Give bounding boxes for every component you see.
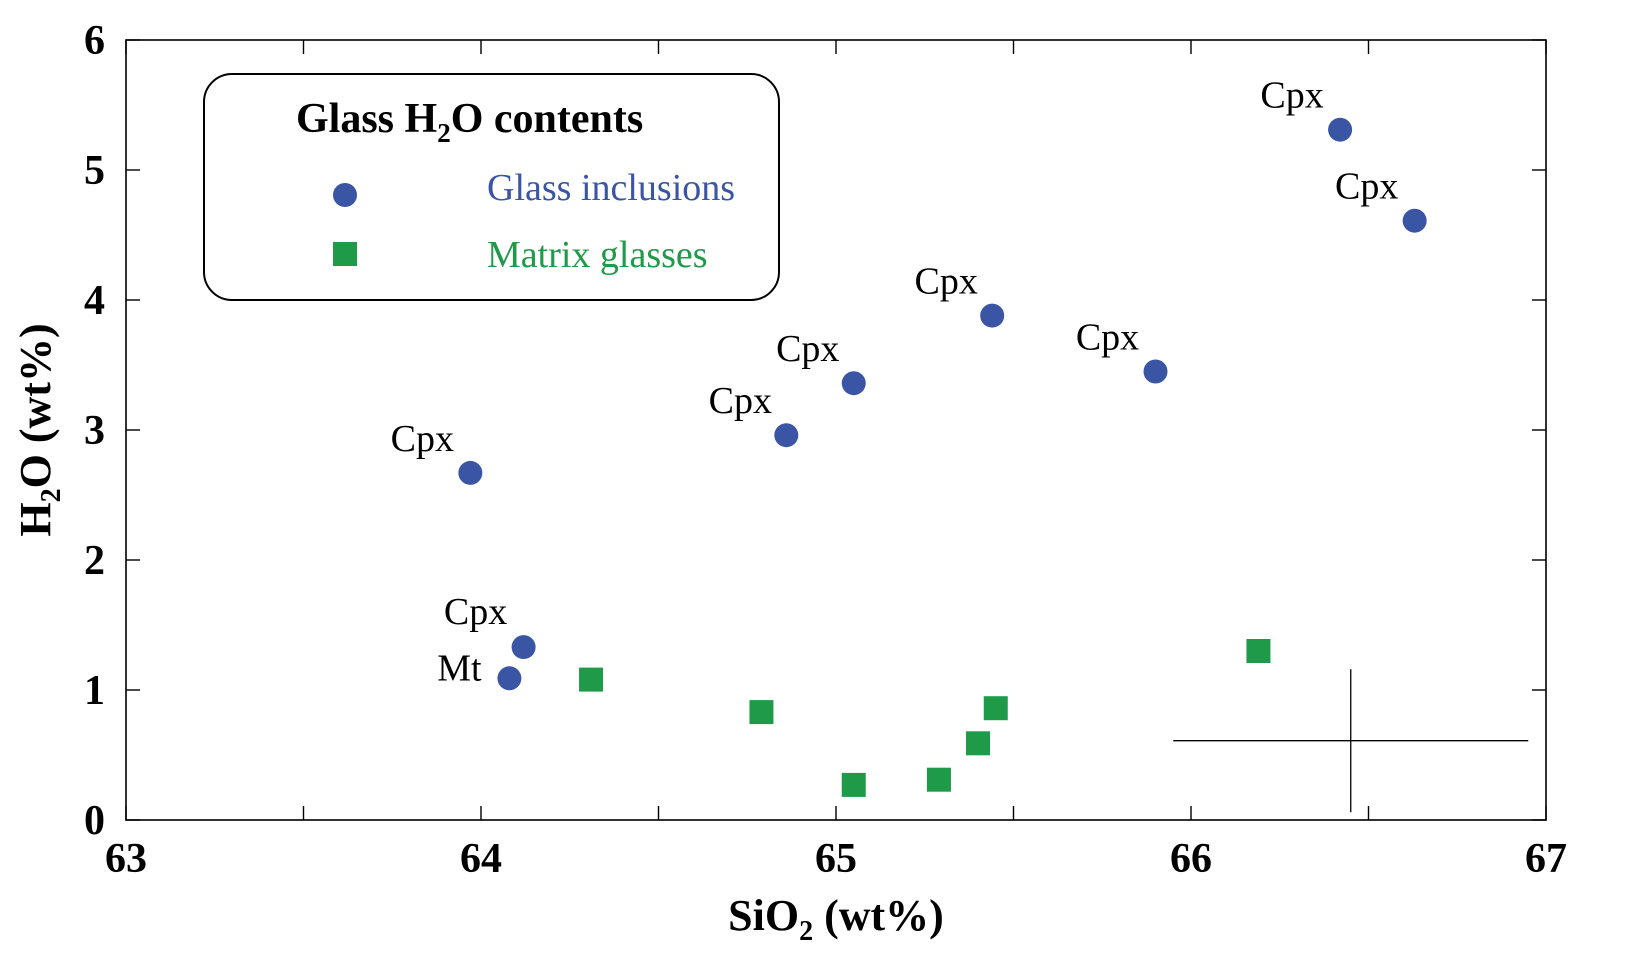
- y-tick-label: 2: [84, 538, 105, 584]
- point-label: Cpx: [1260, 75, 1323, 117]
- matrix-glass-point: [983, 696, 1008, 721]
- glass-inclusion-point: [980, 303, 1005, 328]
- x-tick-label: 65: [815, 836, 857, 882]
- legend-marker-circle: [333, 183, 357, 207]
- y-tick-label: 4: [84, 278, 105, 324]
- y-axis-title: H2O (wt%): [11, 323, 67, 536]
- y-tick-label: 1: [84, 668, 105, 714]
- x-tick-label: 63: [105, 836, 147, 882]
- legend-title: Glass H2O contents: [296, 96, 643, 148]
- matrix-glass-point: [841, 772, 866, 797]
- axis-tick-labels: 63 64 65 66 67 0 1 2 3 4 5 6: [84, 18, 1567, 882]
- error-bar: [1173, 669, 1529, 813]
- matrix-glass-point: [579, 667, 604, 692]
- glass-inclusion-point: [774, 423, 799, 448]
- point-label: Cpx: [709, 380, 772, 422]
- point-label: Cpx: [915, 261, 978, 303]
- x-tick-label: 66: [1170, 836, 1212, 882]
- x-tick-label: 64: [460, 836, 502, 882]
- point-label: Mt: [437, 647, 482, 689]
- x-tick-label: 67: [1525, 836, 1567, 882]
- matrix-glass-point: [749, 700, 774, 725]
- y-tick-label: 6: [84, 18, 105, 64]
- y-tick-label: 0: [84, 798, 105, 844]
- glass-inclusion-point: [458, 460, 483, 485]
- glass-inclusion-point: [1402, 208, 1427, 233]
- legend-entry-matrix-glasses: Matrix glasses: [487, 234, 708, 276]
- legend-marker-square: [333, 242, 357, 266]
- y-tick-label: 3: [84, 408, 105, 454]
- legend-entry-glass-inclusions: Glass inclusions: [487, 167, 735, 209]
- matrix-glass-point: [966, 731, 990, 756]
- matrix-glass-point: [926, 767, 951, 792]
- matrix-glass-point: [1246, 639, 1271, 663]
- point-label: Cpx: [1076, 317, 1139, 359]
- glass-inclusion-point: [841, 371, 866, 396]
- point-label: Cpx: [391, 418, 454, 460]
- legend: Glass H2O contents Glass inclusions Matr…: [203, 73, 780, 301]
- glass-inclusion-point: [1143, 359, 1168, 384]
- glass-inclusion-point: [511, 635, 536, 660]
- glass-inclusion-point: [497, 666, 522, 691]
- point-label: Cpx: [776, 328, 839, 370]
- point-label: Cpx: [1335, 166, 1398, 208]
- glass-inclusion-point: [1328, 117, 1353, 142]
- point-label: Cpx: [444, 591, 507, 633]
- data-points: [458, 117, 1427, 797]
- y-tick-label: 5: [84, 148, 105, 194]
- x-axis-title: SiO2 (wt%): [728, 891, 944, 947]
- axis-ticks: [125, 39, 1547, 821]
